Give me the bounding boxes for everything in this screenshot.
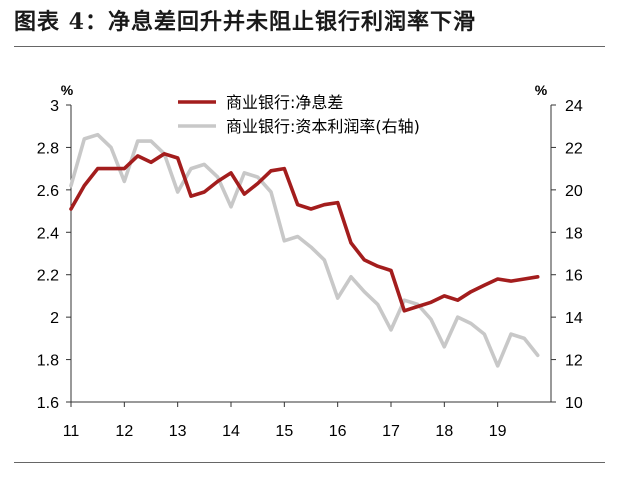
- y-left-tick-label: 2.2: [37, 268, 59, 285]
- x-tick-label: 18: [435, 423, 453, 440]
- y-right-tick-label: 20: [565, 183, 583, 200]
- y-left-unit: %: [61, 82, 74, 98]
- x-tick-label: 11: [63, 423, 80, 440]
- y-right-tick-label: 22: [565, 140, 583, 157]
- y-right-unit: %: [535, 82, 548, 98]
- legend-label-roe: 商业银行:资本利润率(右轴): [226, 117, 420, 136]
- series-layer: [69, 132, 540, 368]
- y-left-tick-label: 2: [50, 310, 59, 327]
- legend-label-nim: 商业银行:净息差: [226, 93, 343, 112]
- y-right-tick-label: 10: [565, 395, 583, 412]
- y-left-tick-label: 2.4: [37, 225, 59, 242]
- title-rule: [14, 46, 605, 47]
- y-right-tick-label: 16: [565, 268, 583, 285]
- series-net-interest-margin: [69, 152, 540, 313]
- y-left-tick-label: 2.8: [37, 140, 59, 157]
- x-tick-label: 16: [329, 423, 347, 440]
- x-tick-label: 15: [275, 423, 293, 440]
- y-left-tick-label: 3: [50, 98, 59, 115]
- figure-title: 图表 4：净息差回升并未阻止银行利润率下滑: [14, 9, 476, 35]
- x-tick-label: 17: [382, 423, 400, 440]
- bottom-rule: [14, 462, 605, 463]
- y-left-tick-label: 2.6: [37, 183, 59, 200]
- series-return-on-equity: [69, 132, 540, 368]
- y-right-tick-label: 14: [565, 310, 583, 327]
- x-tick-label: 14: [222, 423, 240, 440]
- y-left-tick-label: 1.6: [37, 395, 59, 412]
- x-tick-label: 12: [115, 423, 133, 440]
- y-right-tick-label: 12: [565, 353, 583, 370]
- y-right-tick-label: 24: [565, 98, 583, 115]
- y-left-tick-label: 1.8: [37, 353, 59, 370]
- axes: 1.6 1.8 2 2.2 2.4 2.6 2.8 3 10 12 14 16 18 20 22 24 11 12…: [37, 82, 583, 440]
- y-right-tick-label: 18: [565, 225, 583, 242]
- x-tick-label: 13: [169, 423, 187, 440]
- x-tick-label: 19: [489, 423, 507, 440]
